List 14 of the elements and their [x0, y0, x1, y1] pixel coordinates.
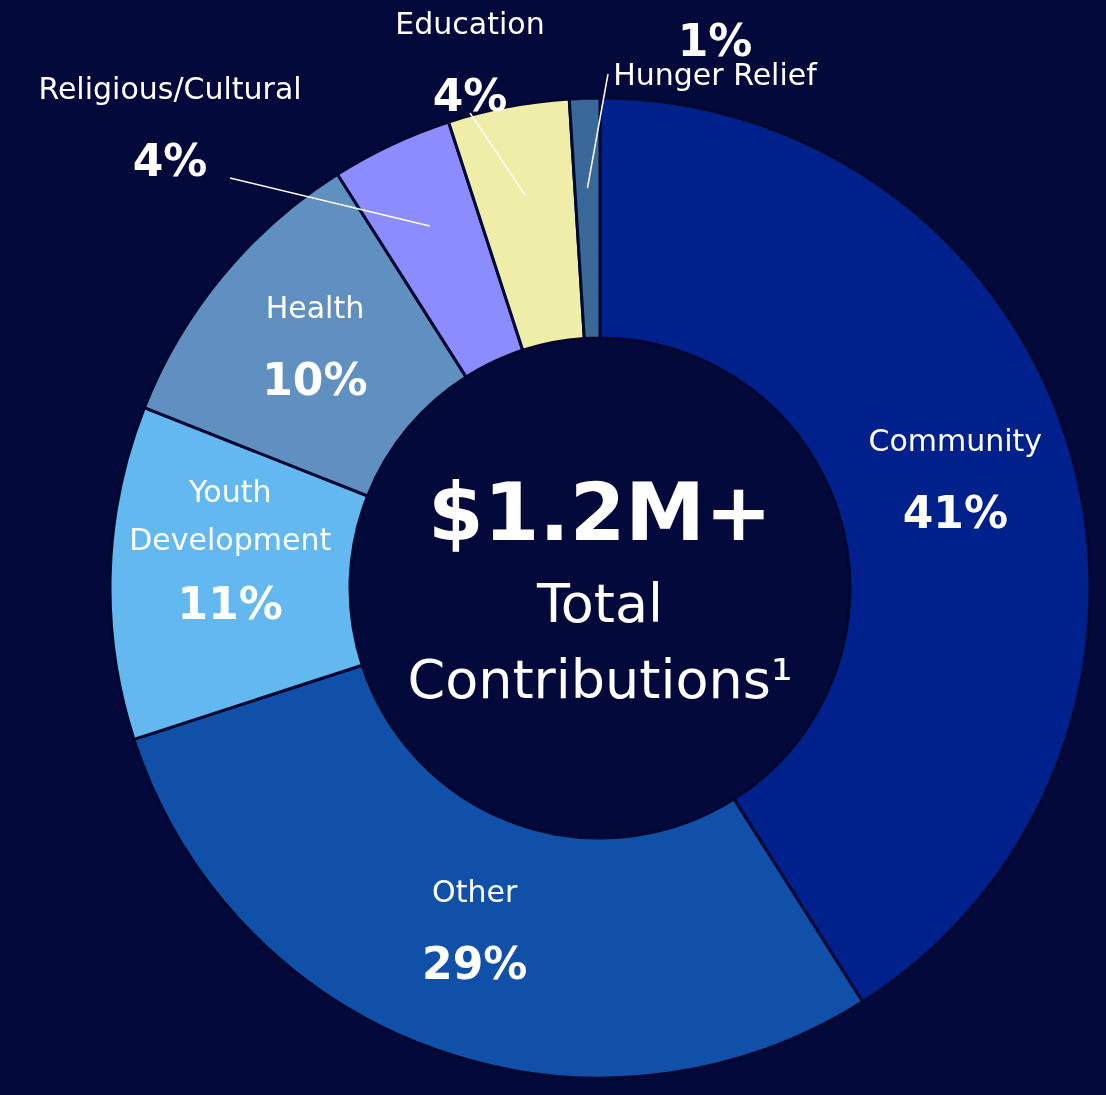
data-label: 10%: [262, 354, 368, 406]
slice-label: Education: [395, 6, 545, 41]
data-label: 29%: [422, 938, 528, 990]
slice-label: Other: [432, 874, 518, 910]
slice-label: Community: [868, 422, 1043, 458]
slice-label: Youth Development: [129, 474, 332, 558]
data-label: 4%: [132, 135, 208, 186]
data-label: 11%: [177, 578, 283, 630]
text: $1.2M+: [427, 466, 773, 559]
slice-label: Health: [265, 290, 365, 326]
slice-label: Religious/Cultural: [38, 71, 302, 106]
data-label: 41%: [902, 486, 1008, 538]
data-label: 4%: [432, 70, 508, 121]
text: Total Contributions¹: [407, 572, 793, 711]
